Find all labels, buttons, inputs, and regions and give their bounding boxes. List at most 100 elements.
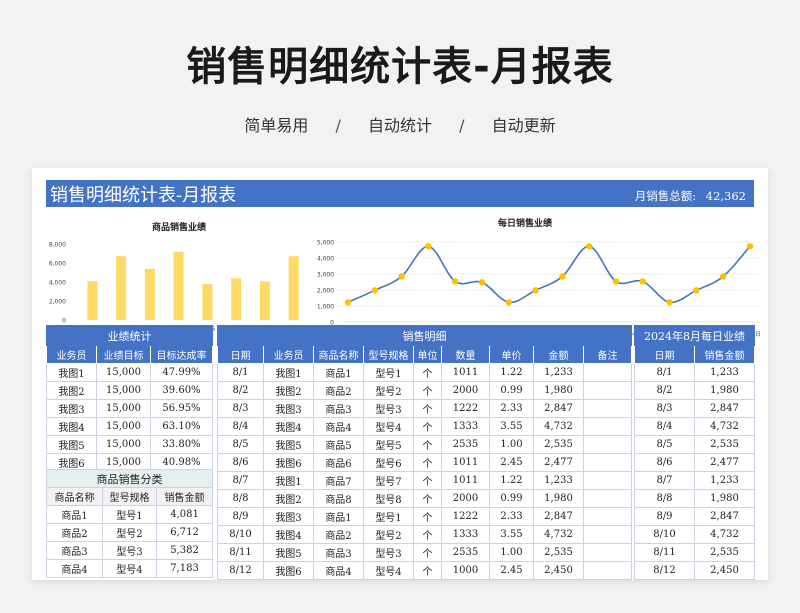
table-cell: 商品1 — [313, 363, 364, 382]
table-cell: 4,732 — [533, 525, 584, 544]
table-cell: 商品4 — [313, 561, 364, 580]
table-row: 8/5 2,535 — [634, 435, 755, 454]
y-tick-label: 4,000 — [317, 256, 334, 263]
table-cell: 商品8 — [313, 489, 364, 508]
section-title: 商品销售分类 — [45, 469, 214, 488]
table-cell: 商品3 — [46, 541, 103, 560]
data-point — [612, 278, 620, 285]
table-cell: 8/6 — [217, 453, 264, 472]
table-cell: 4,732 — [694, 417, 755, 436]
header-row-cell: 单价 — [489, 345, 534, 364]
table-cell: 我图5 — [46, 435, 97, 454]
table-cell: 我图4 — [263, 525, 314, 544]
header-row-cell: 业务员 — [263, 345, 314, 364]
table-cell: 8/7 — [217, 471, 264, 490]
section-title-cell: 销售明细 — [217, 325, 632, 346]
table-row: 我图3 15,000 56.95% — [46, 399, 213, 418]
table-cell: 4,732 — [694, 525, 755, 544]
table-cell — [583, 471, 632, 490]
data-point — [425, 243, 432, 250]
table-cell: 1,233 — [694, 471, 755, 490]
table-cell: 型号1 — [363, 507, 414, 526]
table-cell: 商品2 — [46, 523, 103, 542]
header-row: 日期 业务员 商品名称 型号规格 单位 数量 单价 金额 备注 — [217, 345, 632, 364]
table-cell: 2,535 — [694, 543, 755, 562]
table-cell: 1,980 — [533, 489, 584, 508]
table-row: 8/11 我图5 商品3 型号3 个 2535 1.00 2,535 — [217, 543, 632, 562]
bar-chart-title: 商品销售业绩 — [151, 223, 206, 233]
bar — [144, 268, 155, 320]
table-row: 8/9 2,847 — [634, 507, 755, 526]
table-cell: 1011 — [441, 453, 490, 472]
table-row: 商品2 型号2 6,712 — [46, 523, 214, 542]
banner-title: 销售明细统计表-月报表 — [50, 185, 237, 206]
tag-auto-update: 自动更新 — [491, 116, 556, 135]
y-tick-label: 1,000 — [317, 304, 334, 311]
performance-table: 业绩统计 业务员 业绩目标 目标达成率 我图1 15,000 47.99% 我图2 15,000… — [46, 325, 213, 472]
table-cell: 我图1 — [263, 363, 314, 382]
header-row-cell: 业务员 — [46, 345, 97, 364]
table-cell: 2,450 — [533, 561, 584, 580]
table-row: 8/10 我图4 商品2 型号2 个 1333 3.55 4,732 — [217, 525, 632, 544]
y-tick-label: 5,000 — [317, 240, 334, 247]
table-cell: 商品2 — [313, 381, 364, 400]
y-tick-label: 2,000 — [49, 299, 66, 306]
table-cell: 商品7 — [313, 471, 364, 490]
table-cell: 1011 — [441, 363, 490, 382]
table-cell: 1.00 — [489, 543, 534, 562]
table-cell: 2,477 — [533, 453, 584, 472]
table-cell: 15,000 — [96, 399, 151, 418]
table-cell — [583, 507, 632, 526]
table-cell: 8/1 — [217, 363, 264, 382]
table-cell: 型号3 — [363, 399, 414, 418]
table-cell: 个 — [413, 561, 442, 580]
table-row: 8/4 我图4 商品4 型号4 个 1333 3.55 4,732 — [217, 417, 632, 436]
header-row-cell: 单位 — [413, 345, 442, 364]
section-title: 业绩统计 — [46, 325, 213, 346]
table-cell — [583, 543, 632, 562]
table-cell: 2535 — [441, 543, 490, 562]
data-point — [398, 273, 405, 280]
y-tick-label: 3,000 — [317, 272, 334, 279]
table-cell: 8/5 — [217, 435, 264, 454]
table-cell: 8/3 — [634, 399, 695, 418]
tag-separator: / — [459, 116, 465, 135]
table-row: 我图5 15,000 33.80% — [46, 435, 213, 454]
table-cell: 1,980 — [694, 381, 755, 400]
table-cell: 3.55 — [489, 525, 534, 544]
header-row-cell: 日期 — [217, 345, 264, 364]
table-row: 8/7 1,233 — [634, 471, 755, 490]
table-row: 8/7 我图1 商品7 型号7 个 1011 1.22 1,233 — [217, 471, 632, 490]
y-tick-label: 4,000 — [49, 280, 66, 287]
section-title-cell: 商品销售分类 — [45, 469, 214, 488]
bar-chart: 02,0004,0006,0008,000商品1商品2商品3商品4商品5商品6商… — [49, 242, 302, 334]
data-point — [693, 287, 700, 294]
table-row: 8/5 我图5 商品5 型号5 个 2535 1.00 2,535 — [217, 435, 632, 454]
table-cell: 8/4 — [217, 417, 264, 436]
line-chart-title: 每日销售业绩 — [497, 219, 552, 229]
table-row: 8/1 1,233 — [634, 363, 755, 382]
table-row: 8/6 我图6 商品6 型号6 个 1011 2.45 2,477 — [217, 453, 632, 472]
table-cell: 1333 — [441, 525, 490, 544]
table-cell — [583, 399, 632, 418]
section-title-cell: 业绩统计 — [46, 325, 213, 346]
table-cell: 5,382 — [155, 541, 214, 560]
table-cell: 商品3 — [313, 399, 364, 418]
table-cell: 个 — [413, 399, 442, 418]
table-cell: 1.00 — [489, 435, 534, 454]
table-row: 8/8 1,980 — [634, 489, 755, 508]
bar — [288, 256, 299, 320]
table-cell: 型号8 — [363, 489, 414, 508]
table-cell: 1,233 — [694, 363, 755, 382]
table-row: 我图4 15,000 63.10% — [46, 417, 213, 436]
table-cell: 我图1 — [46, 363, 97, 382]
data-point — [478, 279, 486, 286]
table-cell: 2.45 — [489, 453, 534, 472]
table-cell: 型号6 — [363, 453, 414, 472]
table-row: 8/4 4,732 — [634, 417, 755, 436]
table-cell: 8/10 — [634, 525, 695, 544]
table-cell: 个 — [413, 507, 442, 526]
table-cell: 型号4 — [102, 559, 157, 578]
table-cell: 2,535 — [533, 543, 584, 562]
table-cell: 1,233 — [533, 363, 584, 382]
